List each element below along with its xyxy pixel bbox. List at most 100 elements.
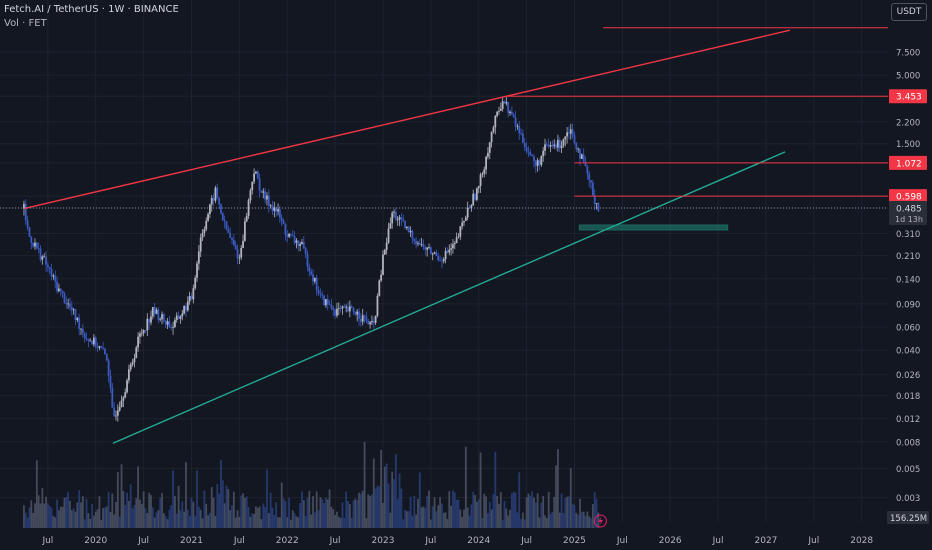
candle: [179, 316, 182, 319]
volume-bar: [564, 498, 567, 528]
candle: [69, 303, 71, 307]
volume-bar: [431, 505, 434, 528]
candle: [271, 205, 274, 211]
candle: [175, 315, 178, 321]
volume-bar: [56, 499, 58, 528]
volume-bar: [153, 517, 156, 528]
candle: [555, 144, 557, 148]
currency-button[interactable]: USDT: [891, 3, 927, 21]
volume-bar: [52, 515, 55, 528]
candle: [255, 171, 257, 174]
volume-bar: [238, 516, 241, 528]
volume-bar: [461, 516, 464, 528]
volume-bar: [440, 503, 443, 528]
volume-bar: [597, 512, 600, 528]
candle: [185, 306, 187, 311]
candle: [32, 242, 35, 247]
candle: [586, 166, 589, 174]
volume-bar: [286, 517, 289, 528]
candle: [275, 207, 278, 212]
price-tick-label: 0.060: [896, 324, 920, 334]
volume-bar: [80, 502, 82, 528]
candle: [291, 235, 294, 237]
volume-bar: [354, 498, 357, 528]
candle: [503, 101, 506, 104]
candle: [85, 338, 88, 340]
candle: [220, 204, 222, 214]
candle: [540, 156, 543, 165]
candle: [223, 220, 226, 222]
candle: [310, 271, 313, 275]
candle: [207, 214, 209, 221]
candle: [411, 230, 414, 239]
candle: [122, 397, 125, 401]
candle: [89, 340, 92, 342]
candle: [417, 243, 419, 245]
price-level-label: 1.072: [896, 159, 922, 169]
candle: [104, 348, 106, 355]
candle: [562, 139, 565, 146]
candle: [278, 209, 281, 218]
time-tick-label: Jul: [329, 536, 341, 546]
volume-bar: [197, 506, 200, 528]
volume-bar: [542, 495, 545, 528]
volume-bar: [378, 486, 381, 528]
support-trendline: [112, 151, 786, 444]
candle: [590, 180, 592, 183]
volume-bar: [256, 508, 259, 528]
volume-bar: [63, 497, 66, 528]
volume-bar: [203, 490, 206, 528]
candle: [369, 322, 371, 325]
candle: [402, 219, 405, 221]
volume-bar: [479, 452, 482, 528]
volume-bar: [288, 497, 290, 528]
candle: [140, 333, 143, 335]
volume-bar: [369, 496, 371, 528]
volume-bar: [69, 500, 71, 528]
candle: [286, 234, 289, 237]
volume-bar: [367, 494, 370, 528]
current-price-label: 0.485: [896, 205, 922, 215]
candle: [522, 133, 524, 144]
volume-bar: [457, 499, 460, 528]
volume-bar: [540, 502, 543, 528]
lightning-icon-ring: [593, 514, 607, 528]
volume-bar: [483, 493, 486, 528]
volume-bar: [98, 496, 101, 528]
candle: [568, 132, 570, 134]
volume-bar: [159, 497, 162, 528]
volume-bar: [183, 511, 186, 528]
candle: [358, 311, 360, 319]
volume-bar: [433, 497, 436, 528]
volume-bar: [45, 496, 47, 528]
volume-bar: [209, 512, 211, 528]
candle: [498, 110, 500, 112]
volume-bar: [39, 503, 42, 528]
candle: [363, 315, 366, 317]
volume-bar: [330, 506, 333, 528]
volume-bar: [334, 515, 337, 528]
candle: [164, 320, 167, 325]
volume-bar: [450, 505, 453, 528]
time-tick-label: 2022: [276, 536, 299, 546]
volume-bar: [199, 509, 202, 528]
candle: [418, 243, 421, 245]
candle: [297, 240, 300, 246]
candle: [118, 407, 121, 411]
volume-bar: [494, 451, 497, 528]
countdown-label: 1d 13h: [895, 215, 923, 224]
volume-bar: [61, 506, 64, 528]
volume-bar: [214, 515, 217, 528]
volume-bar: [26, 517, 29, 528]
candle: [444, 250, 447, 260]
candle: [41, 256, 44, 260]
candle: [290, 233, 292, 236]
volume-bar: [584, 515, 587, 528]
candle: [406, 226, 408, 229]
candle: [336, 308, 338, 316]
volume-bar: [595, 498, 598, 528]
volume-bar: [116, 472, 119, 528]
candle: [251, 181, 254, 191]
candle: [210, 198, 213, 205]
